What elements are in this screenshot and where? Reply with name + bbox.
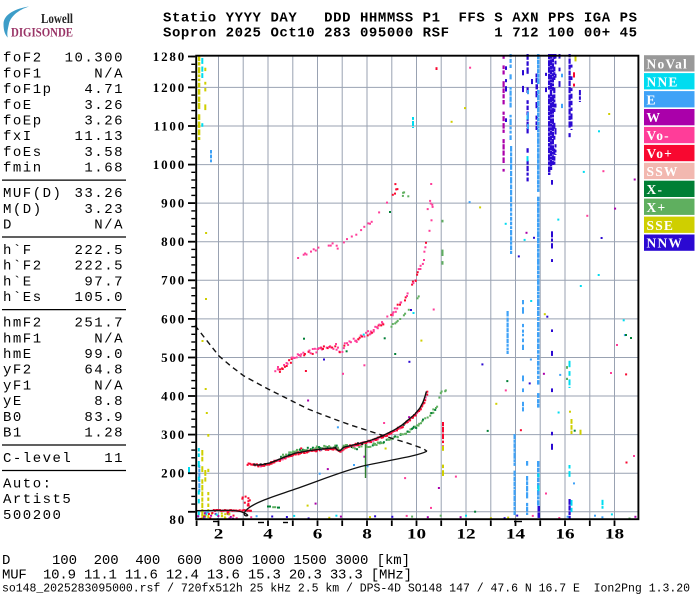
svg-text:SSE: SSE <box>647 218 675 233</box>
svg-text:B0: B0 <box>3 410 23 426</box>
svg-text:1200: 1200 <box>153 80 186 95</box>
svg-text:12: 12 <box>456 526 475 543</box>
svg-text:600: 600 <box>161 311 186 326</box>
svg-text:99.0: 99.0 <box>84 347 124 363</box>
svg-text:6: 6 <box>313 526 323 543</box>
svg-text:3.58: 3.58 <box>84 145 124 161</box>
svg-text:foF1: foF1 <box>3 66 43 82</box>
svg-text:SSW: SSW <box>647 164 679 179</box>
svg-text:33.26: 33.26 <box>74 186 124 202</box>
svg-text:3.26: 3.26 <box>84 98 124 114</box>
svg-text:N/A: N/A <box>94 66 124 82</box>
svg-text:B1: B1 <box>3 426 23 442</box>
svg-text:C-level: C-level <box>3 451 72 467</box>
svg-text:fxI: fxI <box>3 129 33 145</box>
svg-text:97.7: 97.7 <box>84 274 124 290</box>
svg-text:4.71: 4.71 <box>84 82 124 98</box>
svg-text:DIGISONDE: DIGISONDE <box>11 25 73 40</box>
svg-text:foF1p: foF1p <box>3 82 53 98</box>
svg-text:N/A: N/A <box>94 331 124 347</box>
svg-text:83.9: 83.9 <box>84 410 124 426</box>
svg-text:4: 4 <box>263 526 273 543</box>
svg-text:1100: 1100 <box>154 118 186 133</box>
svg-text:hmF1: hmF1 <box>3 331 43 347</box>
svg-text:222.5: 222.5 <box>74 243 124 259</box>
svg-text:Statio YYYY DAY DDD HHMMSS P: Statio YYYY DAY DDD HHMMSS P1 FFS S AXN … <box>163 10 637 26</box>
svg-text:800: 800 <box>161 234 186 249</box>
svg-text:D 100 200 400 600 800: D 100 200 400 600 800 1000 1500 3000 [km… <box>2 553 410 569</box>
svg-text:8.8: 8.8 <box>94 394 124 410</box>
svg-text:NoVal: NoVal <box>647 56 689 71</box>
svg-text:X+: X+ <box>647 200 667 215</box>
svg-text:500: 500 <box>161 350 186 365</box>
svg-text:700: 700 <box>161 273 186 288</box>
svg-text:hmE: hmE <box>3 347 33 363</box>
svg-text:yE: yE <box>3 394 23 410</box>
svg-text:900: 900 <box>161 196 186 211</box>
svg-text:64.8: 64.8 <box>84 363 124 379</box>
svg-text:2: 2 <box>214 526 224 543</box>
svg-text:N/A: N/A <box>94 378 124 394</box>
svg-text:so148_2025283095000.rsf / 720f: so148_2025283095000.rsf / 720fx512h 25 k… <box>2 583 690 596</box>
svg-text:W: W <box>647 110 662 125</box>
svg-text:X-: X- <box>647 182 664 197</box>
svg-text:1.28: 1.28 <box>84 426 124 442</box>
svg-text:foEs: foEs <box>3 145 43 161</box>
svg-text:11.13: 11.13 <box>74 129 124 145</box>
svg-text:M(D): M(D) <box>3 202 43 218</box>
svg-text:yF1: yF1 <box>3 378 33 394</box>
svg-text:105.0: 105.0 <box>74 290 124 306</box>
svg-text:1.68: 1.68 <box>84 161 124 177</box>
svg-text:fmin: fmin <box>3 161 43 177</box>
svg-text:400: 400 <box>161 388 186 403</box>
svg-text:MUF(D): MUF(D) <box>3 186 62 202</box>
svg-text:MUF 10.9 11.1 11.6 12.4 13.6: MUF 10.9 11.1 11.6 12.4 13.6 15.3 20.3 3… <box>2 568 412 584</box>
svg-text:foE: foE <box>3 98 33 114</box>
svg-text:Artist5: Artist5 <box>3 492 72 508</box>
svg-text:yF2: yF2 <box>3 363 33 379</box>
svg-text:hmF2: hmF2 <box>3 316 43 332</box>
svg-text:foF2: foF2 <box>3 51 43 67</box>
svg-text:80: 80 <box>169 512 186 527</box>
svg-text:300: 300 <box>161 427 186 442</box>
svg-text:h`F: h`F <box>3 243 33 259</box>
svg-text:1000: 1000 <box>153 157 186 172</box>
svg-text:foEp: foEp <box>3 114 43 130</box>
svg-text:10: 10 <box>407 526 426 543</box>
svg-text:h`F2: h`F2 <box>3 259 43 275</box>
svg-text:Auto:: Auto: <box>3 477 53 493</box>
svg-text:Lowell: Lowell <box>41 12 73 27</box>
svg-text:h`E: h`E <box>3 274 33 290</box>
svg-text:200: 200 <box>161 466 186 481</box>
svg-text:14: 14 <box>506 526 526 543</box>
svg-text:18: 18 <box>605 526 625 543</box>
svg-text:3.26: 3.26 <box>84 114 124 130</box>
svg-text:NNW: NNW <box>647 236 684 251</box>
svg-text:h`Es: h`Es <box>3 290 43 306</box>
svg-text:222.5: 222.5 <box>74 259 124 275</box>
svg-text:3.23: 3.23 <box>84 202 124 218</box>
svg-text:D: D <box>3 218 13 234</box>
svg-text:10.300: 10.300 <box>65 51 124 67</box>
svg-text:8: 8 <box>362 526 372 543</box>
svg-text:Sopron 2025 Oct10 283 095000 R: Sopron 2025 Oct10 283 095000 RSF 1 712 1… <box>163 25 637 41</box>
svg-text:1280: 1280 <box>153 49 186 64</box>
svg-text:Vo+: Vo+ <box>647 146 674 161</box>
svg-text:16: 16 <box>555 526 575 543</box>
svg-text:Vo-: Vo- <box>647 128 670 143</box>
svg-text:500200: 500200 <box>3 508 62 524</box>
svg-text:251.7: 251.7 <box>74 316 124 332</box>
svg-text:NNE: NNE <box>647 74 679 89</box>
svg-text:11: 11 <box>104 451 124 467</box>
svg-text:N/A: N/A <box>94 218 124 234</box>
svg-text:E: E <box>647 92 657 107</box>
